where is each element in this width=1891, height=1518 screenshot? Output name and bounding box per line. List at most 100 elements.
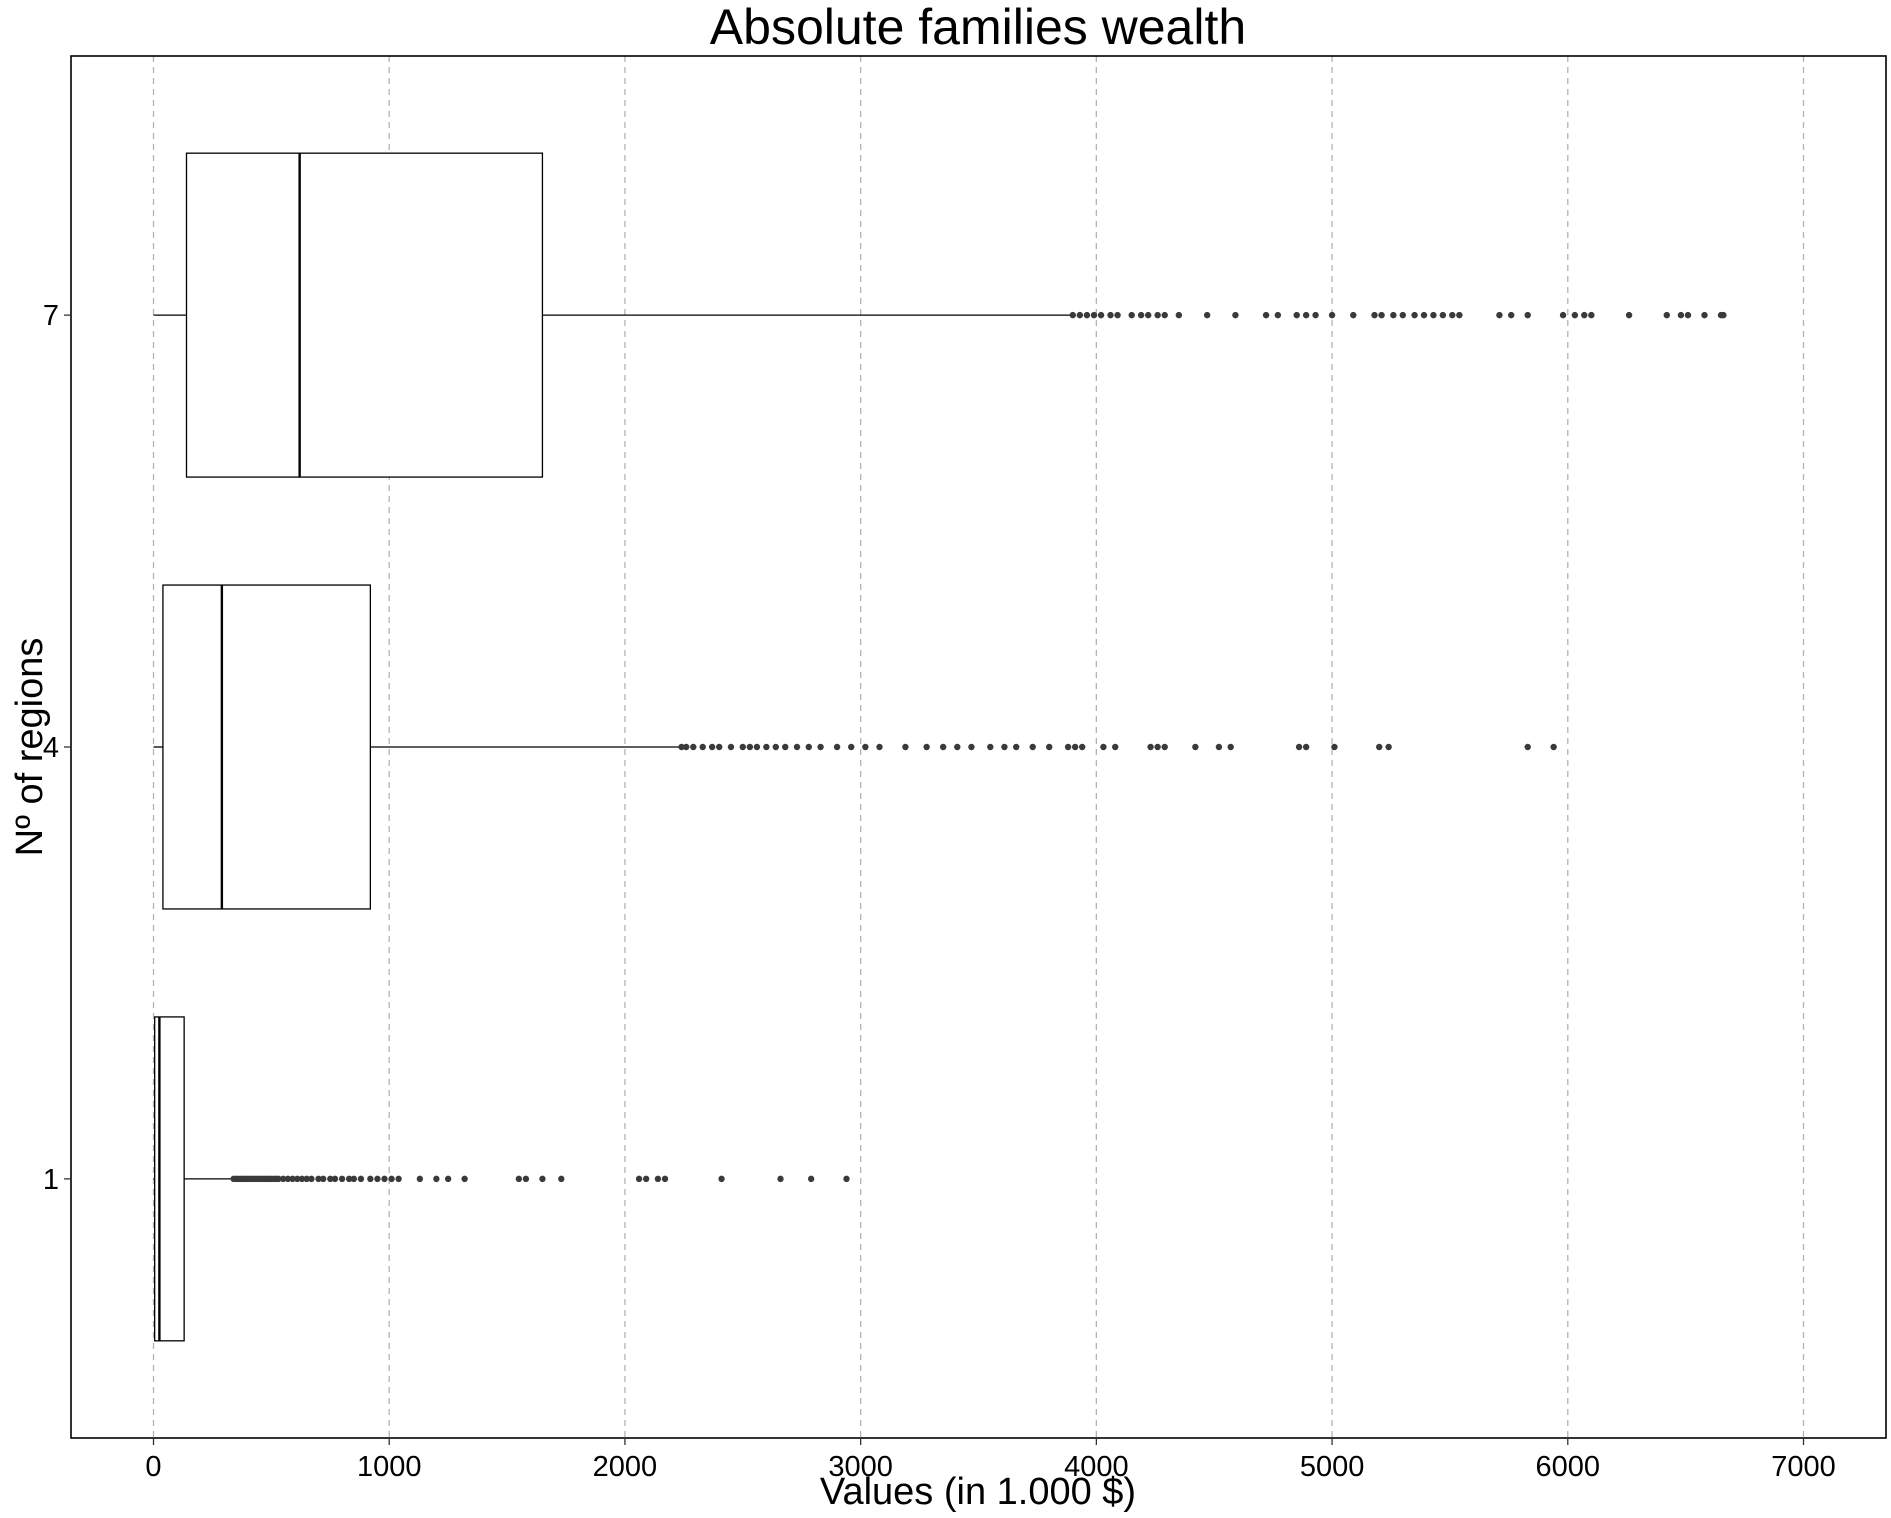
outlier-point xyxy=(661,1175,669,1183)
outlier-point xyxy=(345,1175,353,1183)
outlier-point xyxy=(1215,743,1223,751)
outlier-point xyxy=(433,1175,440,1183)
outlier-point xyxy=(1571,311,1579,319)
outlier-point xyxy=(1147,743,1154,751)
x-tick-label: 3000 xyxy=(828,1451,893,1483)
outlier-point xyxy=(1154,743,1161,751)
box-layer xyxy=(153,152,1727,1342)
outlier-point xyxy=(1524,743,1531,751)
outlier-point xyxy=(320,1175,327,1183)
outlier-point xyxy=(843,1175,850,1183)
outlier-point xyxy=(746,743,754,751)
outlier-point xyxy=(1064,743,1072,751)
outlier-point xyxy=(298,1175,306,1183)
outlier-point xyxy=(772,743,779,751)
outlier-point xyxy=(987,743,994,751)
outlier-point xyxy=(708,743,716,751)
outlier-point xyxy=(1013,743,1020,751)
outlier-point xyxy=(763,743,770,751)
outlier-point xyxy=(1112,743,1119,751)
outlier-point xyxy=(289,1175,296,1183)
outlier-point xyxy=(1411,311,1418,319)
outlier-point xyxy=(1449,311,1456,319)
outlier-point xyxy=(1232,311,1239,319)
outlier-point xyxy=(1350,311,1357,319)
outlier-point xyxy=(939,743,947,751)
outlier-point xyxy=(303,1175,310,1183)
outlier-point xyxy=(1385,743,1392,751)
x-tick-label: 5000 xyxy=(1300,1451,1365,1483)
outlier-point xyxy=(1430,311,1437,319)
outlier-point xyxy=(954,743,961,751)
outlier-point xyxy=(388,1175,395,1183)
outlier-point xyxy=(1420,311,1428,319)
outlier-point xyxy=(1107,311,1114,319)
outlier-point xyxy=(642,1175,650,1183)
outlier-point xyxy=(1508,311,1515,319)
outlier-point xyxy=(1328,311,1336,319)
outlier-point xyxy=(1588,311,1595,319)
outlier-point xyxy=(284,1175,292,1183)
outlier-point xyxy=(753,743,761,751)
outlier-point xyxy=(395,1175,402,1183)
outlier-point xyxy=(1677,311,1685,319)
boxplot-7 xyxy=(153,152,1727,478)
outlier-point xyxy=(558,1175,565,1183)
outlier-point xyxy=(678,743,685,751)
outlier-point xyxy=(1071,743,1079,751)
outlier-point xyxy=(1079,743,1086,751)
outlier-point xyxy=(1371,311,1378,319)
outlier-point xyxy=(807,1175,815,1183)
outlier-point xyxy=(1114,311,1121,319)
outlier-point xyxy=(1100,743,1107,751)
outlier-point xyxy=(416,1175,424,1183)
outlier-point xyxy=(1128,311,1135,319)
outlier-point xyxy=(1154,311,1161,319)
boxplot-1 xyxy=(153,1016,850,1342)
outlier-point xyxy=(793,743,801,751)
outlier-point xyxy=(1295,743,1303,751)
outlier-point xyxy=(1097,311,1105,319)
iqr-box xyxy=(185,152,544,478)
y-tick-label: 1 xyxy=(43,1164,59,1196)
outlier-point xyxy=(716,743,723,751)
outlier-point xyxy=(968,743,975,751)
iqr-box xyxy=(162,584,372,910)
outlier-point xyxy=(690,743,697,751)
outlier-point xyxy=(357,1175,365,1183)
outlier-point xyxy=(1083,311,1091,319)
outlier-point xyxy=(1293,311,1300,319)
outlier-point xyxy=(1090,311,1098,319)
outlier-point xyxy=(515,1175,523,1183)
outlier-point xyxy=(1203,311,1211,319)
chart-title: Absolute families wealth xyxy=(710,0,1246,55)
outlier-point xyxy=(1302,311,1310,319)
outlier-point xyxy=(381,1175,388,1183)
outlier-point xyxy=(331,1175,339,1183)
outlier-point xyxy=(367,1175,374,1183)
outlier-point xyxy=(1331,743,1338,751)
outlier-point xyxy=(1390,311,1397,319)
outlier-point xyxy=(902,743,909,751)
outlier-point xyxy=(374,1175,381,1183)
boxplot-4 xyxy=(153,584,1557,910)
outlier-point xyxy=(1550,743,1557,751)
outlier-point xyxy=(1684,311,1692,319)
outlier-point xyxy=(1625,311,1633,319)
outlier-point xyxy=(1496,311,1503,319)
outlier-point xyxy=(683,743,690,751)
outlier-point xyxy=(1439,311,1447,319)
outlier-point xyxy=(1137,311,1145,319)
outlier-point xyxy=(315,1175,322,1183)
outlier-point xyxy=(539,1175,546,1183)
x-tick-label: 7000 xyxy=(1771,1451,1836,1483)
outlier-point xyxy=(727,743,735,751)
axes: 0 1000 2000 3000 4000 5000 6000 7000 1 4 7 xyxy=(43,300,1836,1483)
outlier-point xyxy=(862,743,869,751)
x-tick-label: 1000 xyxy=(357,1451,422,1483)
outlier-point xyxy=(1399,311,1406,319)
outlier-point xyxy=(350,1175,358,1183)
outlier-point xyxy=(635,1175,643,1183)
